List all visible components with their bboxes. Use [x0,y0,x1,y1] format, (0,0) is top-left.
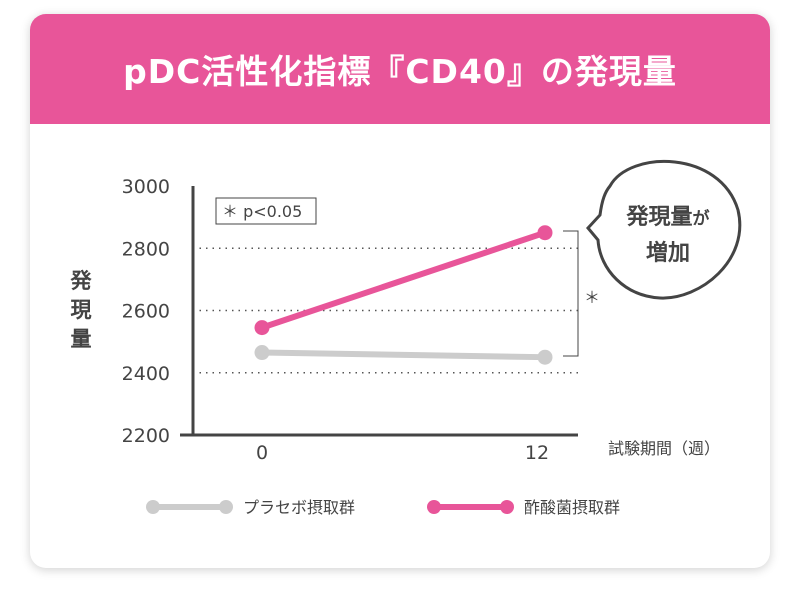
data-point [254,345,270,361]
data-point [254,320,270,336]
chart-header: pDC活性化指標『CD40』の発現量 [30,14,770,124]
callout-line1-small: が [693,208,710,229]
y-axis-label-char: 量 [71,327,92,351]
series-line [261,349,546,361]
legend-label: 酢酸菌摂取群 [524,498,620,517]
significance-mark: ＊ [584,288,600,307]
y-axis-label-char: 発 [70,269,93,293]
callout-line2: 増加 [646,240,690,266]
svg-text:発現量: 発現量 [70,269,93,351]
x-tick-label: 0 [256,442,268,464]
x-axis-label: 試験期間（週） [608,439,720,458]
data-point [537,349,553,365]
legend-swatch-dot [219,500,233,514]
significance-bracket [563,230,579,357]
data-point [537,225,553,241]
chart-title: pDC活性化指標『CD40』の発現量 [123,52,677,91]
significance-note: ＊ p<0.05 [222,202,302,221]
significance-note-box [215,197,317,225]
y-axis-label-char: 現 [71,298,92,322]
svg-text:発現量が: 発現量が [625,205,709,230]
y-tick-label: 3000 [122,176,170,198]
legend-swatch-dot [500,500,514,514]
series-line [261,229,546,331]
y-tick-label: 2600 [122,301,170,323]
legend-label: プラセボ摂取群 [243,498,355,517]
x-tick-label: 12 [525,442,549,464]
y-tick-label: 2400 [122,363,170,385]
y-axis-label: 発現量 [70,269,93,351]
callout-line1: 発現量 [625,205,692,230]
y-tick-label: 2800 [122,238,170,260]
legend-swatch-dot [146,500,160,514]
legend-swatch-dot [427,500,441,514]
y-tick-label: 2200 [122,425,170,447]
callout-bubble: 発現量が 増加 [586,159,742,300]
